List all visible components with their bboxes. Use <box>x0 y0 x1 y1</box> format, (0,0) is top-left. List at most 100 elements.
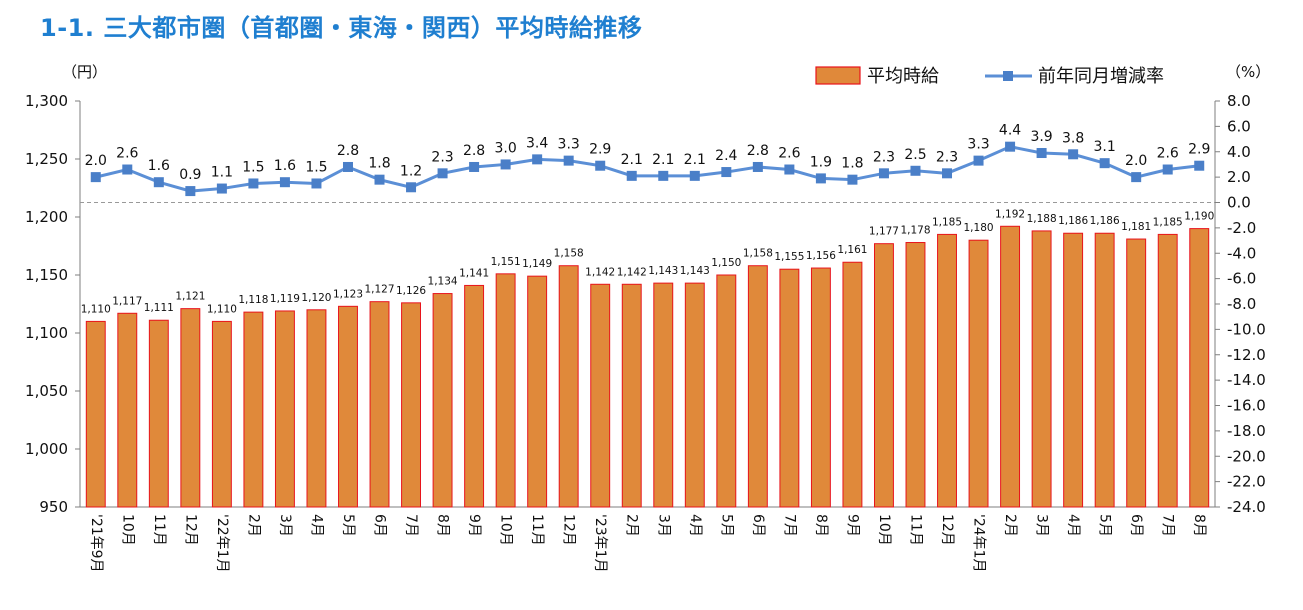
y-right-tick-label: 6.0 <box>1227 117 1251 135</box>
bar-value-label: 1,190 <box>1184 211 1214 223</box>
y-right-tick-label: -20.0 <box>1227 447 1266 465</box>
bar-value-label: 1,185 <box>1153 216 1183 228</box>
rate-point <box>689 170 700 181</box>
left-axis-unit: （円） <box>62 63 107 81</box>
bar-value-label: 1,119 <box>270 293 300 305</box>
legend-line-marker <box>1003 71 1013 81</box>
bar <box>905 242 926 508</box>
bar <box>148 319 169 508</box>
x-tick-label: 4月 <box>1065 514 1081 537</box>
rate-value-label: 1.9 <box>810 154 832 170</box>
y-right-tick-label: -18.0 <box>1227 422 1266 440</box>
bar <box>779 268 800 508</box>
bar <box>274 310 295 508</box>
bar <box>180 308 201 508</box>
bar-value-label: 1,111 <box>144 302 174 314</box>
rate-point <box>973 155 984 166</box>
y-right-tick-label: -14.0 <box>1227 371 1266 389</box>
x-tick-label: 12月 <box>939 514 955 546</box>
chart-title: 1-1. 三大都市圏（首都圏・東海・関西）平均時給推移 <box>40 14 643 42</box>
x-tick-label: 6月 <box>1128 514 1144 537</box>
rate-point <box>500 159 511 170</box>
y-right-tick-label: -8.0 <box>1227 295 1256 313</box>
x-tick-label: 2月 <box>245 514 261 537</box>
rate-point <box>721 167 732 178</box>
bar <box>747 265 768 508</box>
x-tick-label: 4月 <box>308 514 324 537</box>
rate-point <box>784 164 795 175</box>
y-right-tick-label: 0.0 <box>1227 194 1251 212</box>
bar <box>432 293 453 508</box>
x-tick-label: '22年1月 <box>214 514 230 573</box>
x-tick-label: 5月 <box>1097 514 1113 537</box>
y-left-tick-label: 1,100 <box>25 324 68 342</box>
rate-value-label: 1.1 <box>211 165 233 181</box>
rate-point <box>1099 158 1110 169</box>
x-tick-label: 5月 <box>340 514 356 537</box>
y-right-tick-label: -4.0 <box>1227 244 1256 262</box>
bar <box>653 282 674 508</box>
rate-value-label: 2.8 <box>747 143 769 159</box>
rate-value-label: 2.8 <box>337 143 359 159</box>
bar-value-label: 1,177 <box>869 226 899 238</box>
rate-point <box>942 168 953 179</box>
bar-value-label: 1,155 <box>774 251 804 263</box>
bar-value-label: 1,180 <box>964 222 994 234</box>
bar <box>117 312 138 508</box>
y-left-tick-label: 1,050 <box>25 382 68 400</box>
y-left-tick-label: 950 <box>39 498 68 516</box>
bar <box>211 320 232 508</box>
rate-point <box>1036 148 1047 159</box>
x-tick-label: 7月 <box>781 514 797 537</box>
x-tick-label: 10月 <box>498 514 514 546</box>
rate-value-label: 2.6 <box>778 146 800 162</box>
x-tick-label: 3月 <box>1034 514 1050 537</box>
x-tick-label: 4月 <box>687 514 703 537</box>
rate-value-label: 3.4 <box>526 135 548 151</box>
rate-point <box>626 170 637 181</box>
bar-value-label: 1,110 <box>81 303 111 315</box>
rate-point <box>122 164 133 175</box>
rate-value-label: 2.9 <box>1188 142 1210 158</box>
rate-line-path <box>95 145 1200 193</box>
rate-point <box>469 161 480 172</box>
rate-point <box>752 161 763 172</box>
x-tick-labels: '21年9月 10月 11月 12月 '22年1月 2月 3月 4月 5月 6月 7月 8月 9月 10月… <box>88 514 1207 573</box>
bar-value-label: 1,178 <box>900 225 930 237</box>
rate-value-label: 1.6 <box>148 158 170 174</box>
rate-value-label: 1.6 <box>274 158 296 174</box>
bar-value-label: 1,120 <box>301 292 331 304</box>
legend-bar-label: 平均時給 <box>867 66 939 87</box>
rate-point <box>878 168 889 179</box>
y-left-ticks: 1,300 1,250 1,200 1,150 1,100 1,050 1,000 950 <box>25 92 80 516</box>
y-left-tick-label: 1,200 <box>25 208 68 226</box>
x-tick-label: 2月 <box>624 514 640 537</box>
y-right-tick-label: 8.0 <box>1227 92 1251 110</box>
bar <box>1094 232 1115 508</box>
rate-point <box>1162 164 1173 175</box>
y-left-tick-label: 1,300 <box>25 92 68 110</box>
bar-value-label: 1,150 <box>711 257 741 269</box>
rate-point <box>910 165 921 176</box>
bar-value-label: 1,141 <box>459 267 489 279</box>
rate-value-label: 2.8 <box>463 143 485 159</box>
bar <box>464 284 485 508</box>
y-right-tick-label: -6.0 <box>1227 270 1256 288</box>
x-tick-label: 11月 <box>529 514 545 546</box>
bar <box>85 320 106 508</box>
rate-point <box>342 161 353 172</box>
rate-value-label: 2.3 <box>936 149 958 165</box>
rate-point <box>595 160 606 171</box>
bar-value-label: 1,158 <box>743 248 773 260</box>
y-right-tick-label: -10.0 <box>1227 320 1266 338</box>
rate-value-label: 2.1 <box>621 152 643 168</box>
y-left-tick-label: 1,000 <box>25 440 68 458</box>
bar-value-label: 1,186 <box>1058 215 1088 227</box>
bar-value-label: 1,186 <box>1090 215 1120 227</box>
rate-point <box>185 186 196 197</box>
bar <box>842 261 863 508</box>
bar-value-label: 1,149 <box>522 258 552 270</box>
bar-value-label: 1,143 <box>680 265 710 277</box>
rate-value-label: 2.6 <box>116 146 138 162</box>
